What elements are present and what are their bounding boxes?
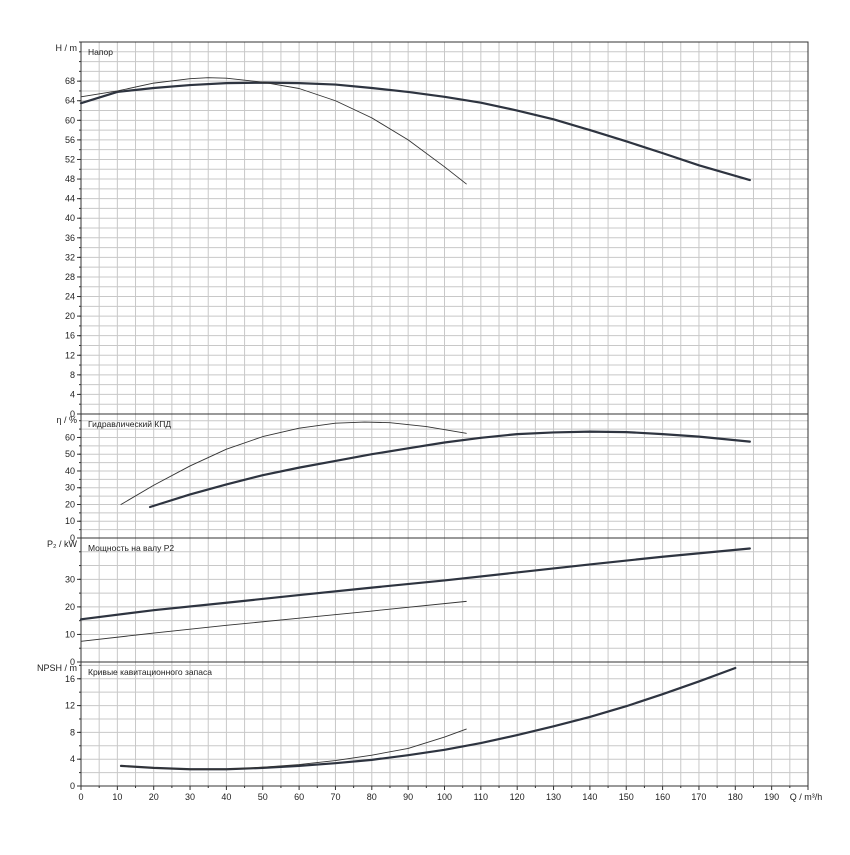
y-tick-label: 48	[65, 174, 75, 184]
x-tick-label: 130	[546, 792, 561, 802]
x-tick-label: 60	[294, 792, 304, 802]
y-tick-label: 36	[65, 233, 75, 243]
y-tick-label: 16	[65, 331, 75, 341]
x-tick-label: 140	[582, 792, 597, 802]
series-line-2	[80, 600, 467, 642]
chart-panel-3: 0 10 20 30 P₂ / kW Мощность на валу P2	[47, 537, 809, 667]
y-tick-label: 40	[65, 466, 75, 476]
series-line-1	[79, 547, 751, 621]
x-tick-label: 100	[437, 792, 452, 802]
y-tick-label: 20	[65, 602, 75, 612]
panel-title: Мощность на валу P2	[88, 543, 174, 553]
y-tick-label: 30	[65, 574, 75, 584]
y-tick-label: 4	[70, 754, 75, 764]
x-tick-label: 50	[258, 792, 268, 802]
y-tick-label: 60	[65, 115, 75, 125]
x-tick-label: 190	[764, 792, 779, 802]
y-tick-label: 16	[65, 674, 75, 684]
y-tick-label: 30	[65, 483, 75, 493]
x-tick-label: 160	[655, 792, 670, 802]
y-tick-label: 56	[65, 135, 75, 145]
y-tick-label: 32	[65, 252, 75, 262]
y-tick-label: 0	[70, 657, 75, 667]
x-tick-label: 30	[185, 792, 195, 802]
x-tick-label: 120	[510, 792, 525, 802]
y-tick-label: 0	[70, 781, 75, 791]
series-line-2	[120, 728, 467, 770]
y-tick-label: 0	[70, 409, 75, 419]
y-tick-label: 4	[70, 389, 75, 399]
x-tick-label: 170	[691, 792, 706, 802]
x-tick-label: 70	[330, 792, 340, 802]
y-tick-label: 68	[65, 76, 75, 86]
y-tick-label: 12	[65, 350, 75, 360]
x-tick-label: 110	[474, 792, 488, 802]
x-tick-label: 180	[728, 792, 743, 802]
panel-title: Кривые кавитационного запаса	[88, 667, 212, 677]
x-tick-label: 0	[78, 792, 83, 802]
y-tick-label: 8	[70, 370, 75, 380]
x-tick-label: 10	[112, 792, 122, 802]
y-tick-label: 50	[65, 449, 75, 459]
chart-panel-2: 0 10 20 30 40 50 60 η / % Гидравлический КПД	[56, 413, 809, 543]
x-tick-label: 40	[221, 792, 231, 802]
y-axis-label: NPSH / m	[37, 663, 77, 673]
y-tick-label: 52	[65, 154, 75, 164]
y-tick-label: 60	[65, 432, 75, 442]
panel-title: Напор	[88, 47, 113, 57]
series-line-1	[148, 430, 751, 509]
y-axis-label: η / %	[56, 415, 77, 425]
y-tick-label: 8	[70, 727, 75, 737]
x-tick-label: 80	[367, 792, 377, 802]
y-tick-label: 28	[65, 272, 75, 282]
x-tick-label: 150	[619, 792, 634, 802]
y-tick-label: 64	[65, 96, 75, 106]
y-tick-label: 12	[65, 701, 75, 711]
x-axis-label: Q / m³/h	[790, 792, 823, 802]
panel-title: Гидравлический КПД	[88, 419, 171, 429]
series-line-2	[80, 77, 467, 185]
y-axis-label: P₂ / kW	[47, 539, 77, 549]
x-tick-label: 90	[403, 792, 413, 802]
y-tick-label: 0	[70, 533, 75, 543]
series-line-2	[120, 421, 467, 505]
y-tick-label: 44	[65, 194, 75, 204]
y-tick-label: 24	[65, 292, 75, 302]
series-line-1	[79, 81, 751, 182]
x-tick-label: 20	[149, 792, 159, 802]
y-tick-label: 10	[65, 629, 75, 639]
y-axis-label: H / m	[56, 43, 78, 53]
y-tick-label: 40	[65, 213, 75, 223]
y-tick-label: 20	[65, 499, 75, 509]
y-tick-label: 10	[65, 516, 75, 526]
y-tick-label: 20	[65, 311, 75, 321]
